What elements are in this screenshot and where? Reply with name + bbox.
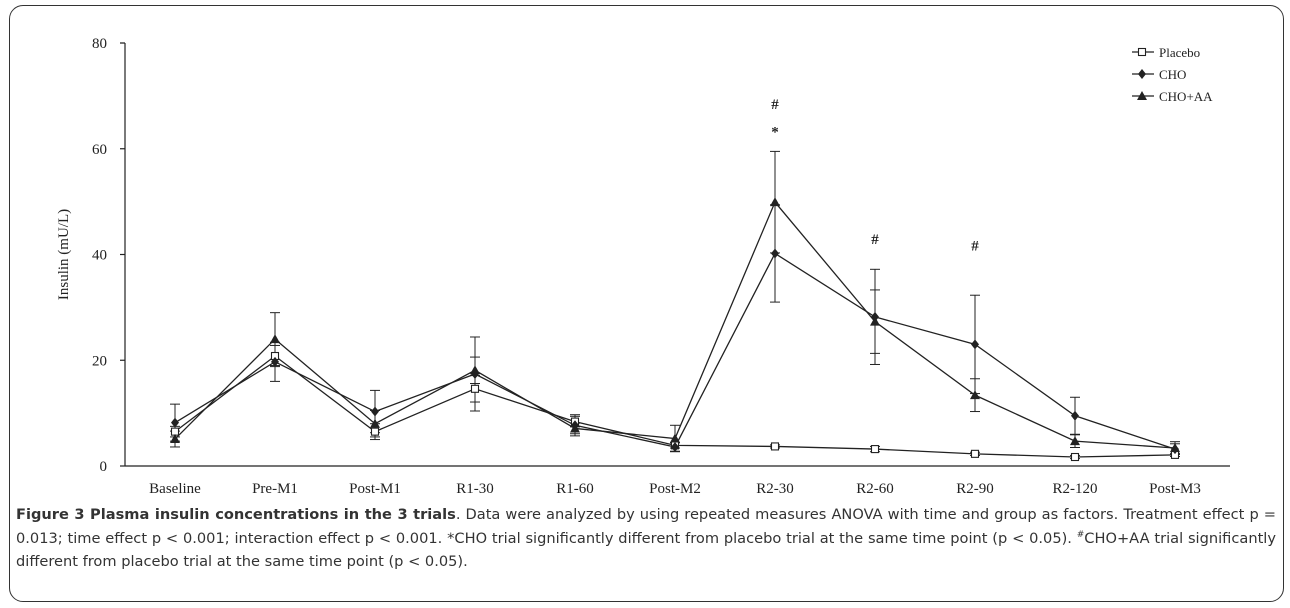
data-point-cho-aa: [470, 365, 480, 375]
y-axis-label: Insulin (mU/L): [56, 209, 72, 300]
x-tick-label: Post-M2: [649, 481, 701, 497]
caption-body-1: . Data were analyzed by using repeated m…: [16, 506, 1276, 547]
significance-mark: #: [971, 238, 979, 254]
legend-marker-cho: [1138, 69, 1146, 79]
data-point-placebo: [770, 442, 780, 451]
significance-mark: *: [771, 125, 779, 141]
data-point-cho: [1071, 410, 1079, 421]
x-tick-label: R2-120: [1053, 481, 1098, 497]
legend-label-cho-aa: CHO+AA: [1159, 89, 1213, 104]
data-point-cho: [371, 406, 379, 417]
x-tick-label: R2-60: [856, 481, 894, 497]
caption-body-2: CHO+AA trial significantly different fro…: [16, 529, 1276, 571]
data-point-cho-aa: [270, 334, 280, 344]
data-point-cho-aa: [570, 423, 580, 433]
data-point-cho-aa: [1170, 443, 1180, 453]
x-tick-label: Post-M1: [349, 481, 401, 497]
series-lines: [174, 200, 1176, 458]
legend-label-placebo: Placebo: [1159, 45, 1200, 60]
legend-marker-cho-aa: [1137, 91, 1147, 100]
data-point-placebo: [370, 427, 380, 436]
x-tick-label: R2-30: [756, 481, 794, 497]
data-point-cho: [671, 441, 679, 452]
chart-axes: [124, 43, 1230, 467]
error-bars: [170, 150, 1180, 460]
figure-panel: 0 20 40 60 80 Baseline Pre-M1 Post-M1 R1-30 R1-6…: [9, 5, 1284, 602]
y-tick-label: 0: [100, 459, 108, 475]
caption-superscript: #: [1076, 529, 1085, 540]
data-point-cho: [971, 339, 979, 350]
data-point-cho-aa: [970, 390, 980, 400]
x-tick-label: Post-M3: [1149, 481, 1201, 497]
data-point-cho: [271, 356, 279, 367]
y-tick-label: 80: [92, 36, 107, 52]
data-point-cho-aa: [670, 433, 680, 443]
data-point-cho-aa: [770, 197, 780, 207]
x-tick-label: Pre-M1: [252, 481, 298, 497]
x-tick-label: R1-30: [456, 481, 494, 497]
data-point-cho-aa: [370, 418, 380, 428]
caption-title: Figure 3 Plasma insulin concentrations i…: [16, 506, 456, 523]
y-tick-label: 20: [92, 353, 107, 369]
significance-annotations: # * # #: [771, 97, 979, 254]
legend-label-cho: CHO: [1159, 67, 1186, 82]
data-point-placebo: [1070, 452, 1080, 462]
significance-mark: #: [771, 97, 779, 113]
chart-legend: Placebo CHO CHO+AA: [1132, 45, 1213, 104]
data-point-cho-aa: [170, 434, 180, 444]
legend-marker-placebo: [1137, 47, 1147, 57]
data-point-placebo: [870, 445, 880, 454]
data-point-cho: [771, 248, 779, 259]
data-point-cho: [171, 417, 179, 428]
x-tick-label: R2-90: [956, 481, 994, 497]
insulin-line-chart: 0 20 40 60 80 Baseline Pre-M1 Post-M1 R1-30 R1-6…: [56, 36, 1230, 497]
x-tick-label: R1-60: [556, 481, 594, 497]
data-point-placebo: [470, 384, 480, 393]
significance-mark: #: [871, 232, 879, 248]
y-tick-label: 40: [92, 248, 107, 264]
x-tick-label: Baseline: [149, 481, 201, 497]
series-markers: [170, 197, 1180, 462]
y-tick-label: 60: [92, 142, 107, 158]
data-point-placebo: [970, 449, 980, 458]
data-point-cho-aa: [1070, 436, 1080, 446]
data-point-cho-aa: [870, 316, 880, 326]
series-line-cho: [174, 252, 1176, 450]
y-axis-ticks: 0 20 40 60 80: [92, 36, 125, 475]
x-axis-labels: Baseline Pre-M1 Post-M1 R1-30 R1-60 Post-M2 R2…: [149, 481, 1201, 497]
series-line-cho-aa: [174, 200, 1176, 449]
figure-caption: Figure 3 Plasma insulin concentrations i…: [16, 503, 1276, 574]
